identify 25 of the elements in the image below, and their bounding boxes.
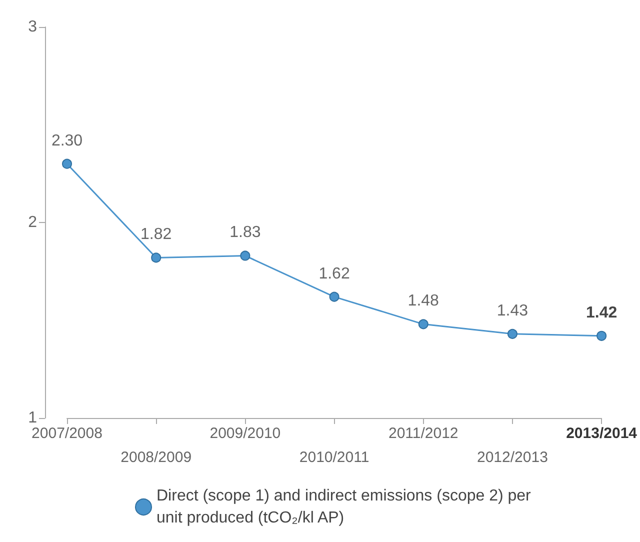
data-label: 1.82 — [140, 226, 172, 244]
x-tick-label: 2012/2013 — [477, 449, 548, 466]
point — [62, 158, 72, 169]
y-tick-label: 3 — [28, 18, 38, 36]
y-tick-label: 1 — [28, 410, 38, 426]
x-tick-label: 2007/2008 — [32, 425, 102, 442]
point — [418, 319, 428, 330]
x-tick-label: 2009/2010 — [210, 425, 281, 442]
data-label: 1.83 — [230, 224, 261, 242]
x-tick-label: 2008/2009 — [120, 449, 192, 466]
legend-label: Direct (scope 1) and indirect emissions (scope 2) per unit produced (tCO₂/kl AP) — [156, 488, 536, 526]
y-tick-label: 2 — [28, 214, 38, 231]
x-tick-label: 2010/2011 — [299, 449, 370, 466]
data-label: 1.62 — [318, 265, 350, 282]
data-label: 1.42 — [586, 304, 618, 322]
point — [240, 250, 250, 261]
point — [329, 292, 340, 302]
data-label: 2.30 — [51, 132, 83, 150]
point — [507, 328, 518, 339]
data-label: 1.48 — [408, 292, 440, 310]
data-label: 1.43 — [496, 302, 528, 320]
point — [596, 330, 607, 341]
point — [151, 252, 162, 263]
x-tick-label: 2013/2014 — [566, 425, 638, 442]
x-tick-label: 2011/2012 — [388, 425, 458, 442]
